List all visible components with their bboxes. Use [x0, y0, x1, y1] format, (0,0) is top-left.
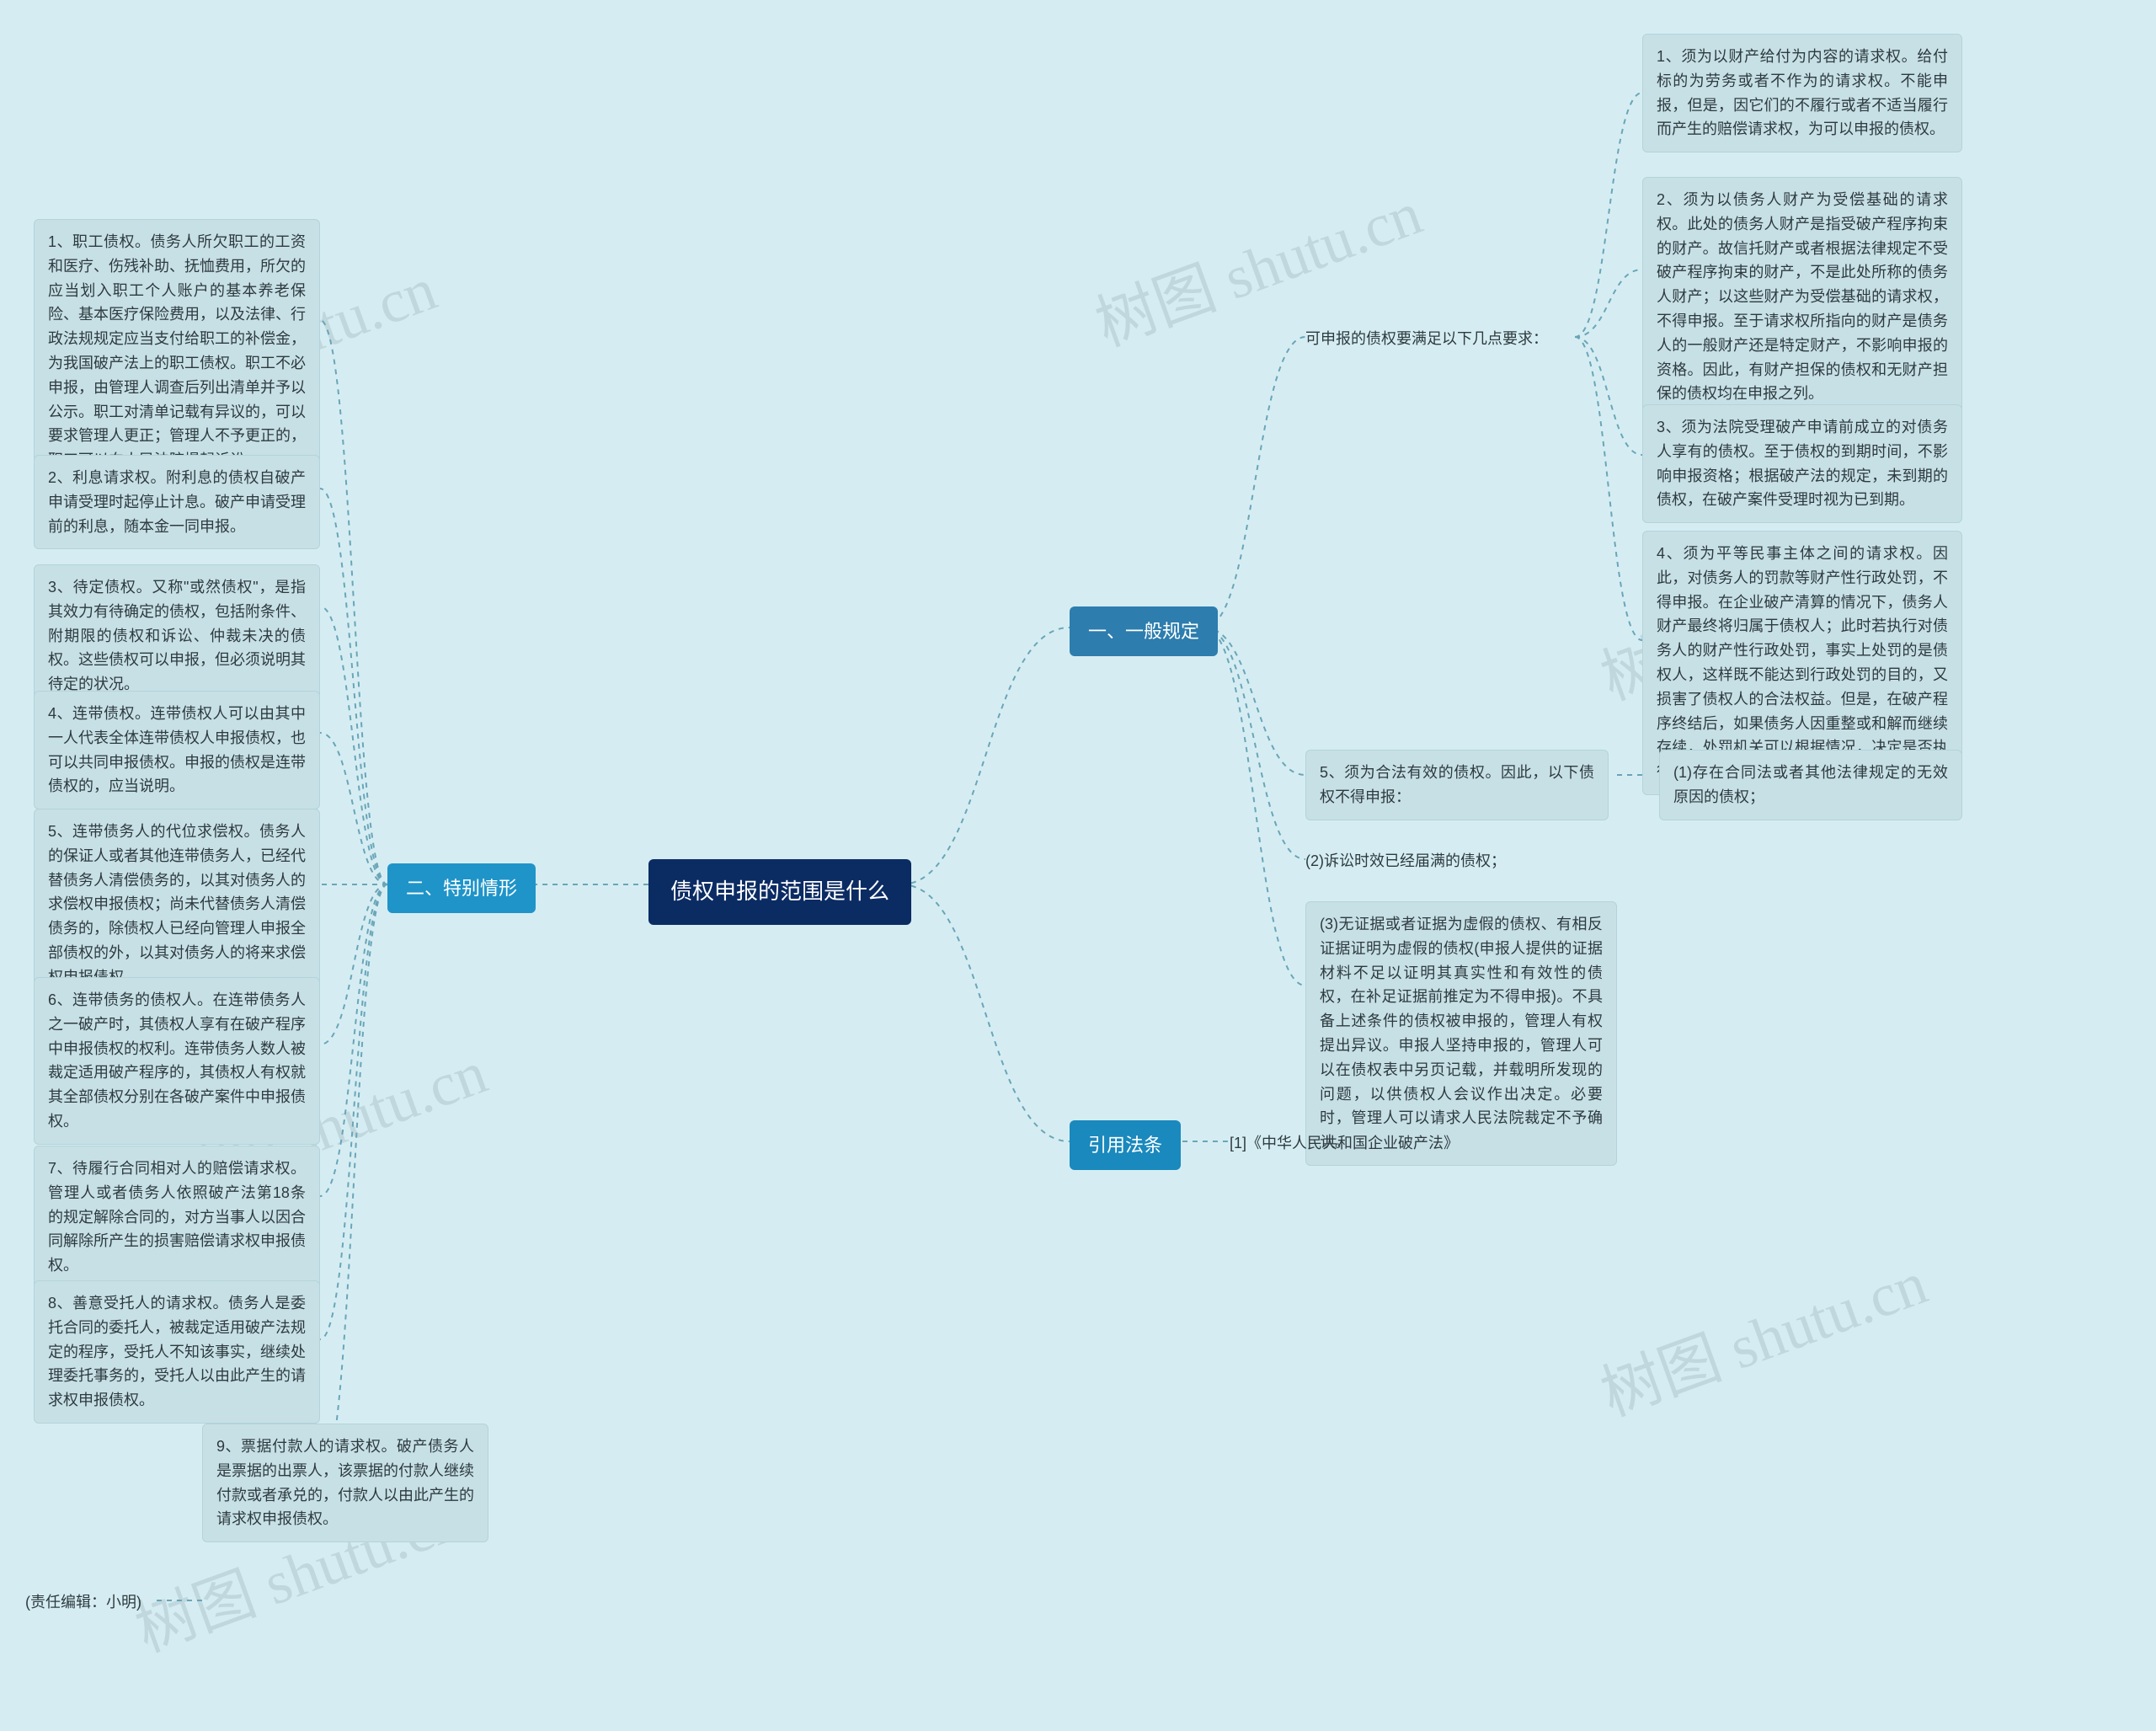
r1-item-5b: (2)诉讼时效已经届满的债权； [1305, 849, 1506, 874]
l-item-5: 5、连带债务人的代位求偿权。债务人的保证人或者其他连带债务人，已经代替债务人清偿… [34, 809, 320, 1001]
r1-intro: 可申报的债权要满足以下几点要求： [1305, 327, 1548, 351]
branch-special[interactable]: 二、特别情形 [387, 863, 536, 913]
r1-item-1: 1、须为以财产给付为内容的请求权。给付标的为劳务或者不作为的请求权。不能申报，但… [1642, 34, 1962, 152]
l-item-4: 4、连带债权。连带债权人可以由其中一人代表全体连带债权人申报债权，也可以共同申报… [34, 691, 320, 809]
l-item-9: 9、票据付款人的请求权。破产债务人是票据的出票人，该票据的付款人继续付款或者承兑… [202, 1424, 488, 1542]
l-item-6: 6、连带债务的债权人。在连带债务人之一破产时，其债权人享有在破产程序中申报债权的… [34, 977, 320, 1145]
l-item-3: 3、待定债权。又称"或然债权"，是指其效力有待确定的债权，包括附条件、附期限的债… [34, 564, 320, 708]
r1-item-2: 2、须为以债务人财产为受偿基础的请求权。此处的债务人财产是指受破产程序拘束的财产… [1642, 177, 1962, 417]
root-node[interactable]: 债权申报的范围是什么 [648, 859, 911, 925]
l-item-7: 7、待履行合同相对人的赔偿请求权。管理人或者债务人依照破产法第18条的规定解除合… [34, 1146, 320, 1289]
r1-item-5c: (3)无证据或者证据为虚假的债权、有相反证据证明为虚假的债权(申报人提供的证据材… [1305, 901, 1617, 1166]
watermark: 树图 shutu.cn [1587, 1233, 1937, 1433]
law-ref: [1]《中华人民共和国企业破产法》 [1230, 1131, 1459, 1156]
branch-law[interactable]: 引用法条 [1070, 1120, 1181, 1170]
l-item-8: 8、善意受托人的请求权。债务人是委托合同的委托人，被裁定适用破产法规定的程序，受… [34, 1280, 320, 1424]
r1-item-5: 5、须为合法有效的债权。因此，以下债权不得申报： [1305, 750, 1609, 820]
r1-item-3: 3、须为法院受理破产申请前成立的对债务人享有的债权。至于债权的到期时间，不影响申… [1642, 404, 1962, 523]
branch-general[interactable]: 一、一般规定 [1070, 606, 1218, 656]
r1-item-5a: (1)存在合同法或者其他法律规定的无效原因的债权； [1659, 750, 1962, 820]
l-item-1: 1、职工债权。债务人所欠职工的工资和医疗、伤残补助、抚恤费用，所欠的应当划入职工… [34, 219, 320, 484]
l-item-2: 2、利息请求权。附利息的债权自破产申请受理时起停止计息。破产申请受理前的利息，随… [34, 455, 320, 549]
l-item-9-note: (责任编辑：小明) [25, 1590, 141, 1615]
mindmap-canvas: 树图 shutu.cn 树图 shutu.cn 树图 shutu.cn 树图 s… [0, 0, 2156, 1731]
